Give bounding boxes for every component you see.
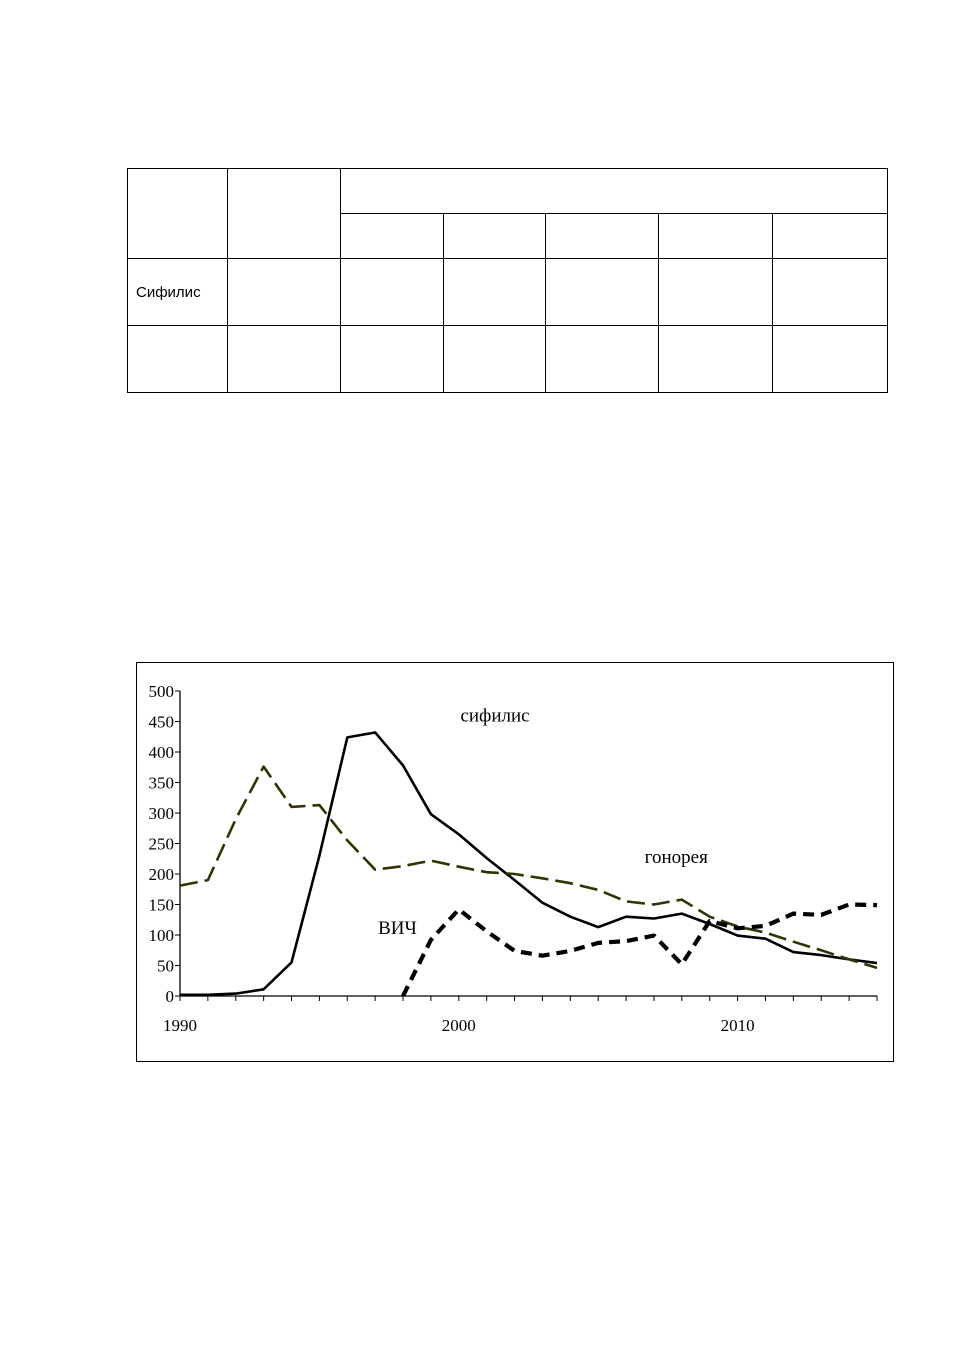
- y-tick-label: 300: [149, 804, 175, 823]
- table-cell: [658, 325, 773, 393]
- y-tick-label: 500: [149, 682, 175, 701]
- table-cell: [340, 258, 444, 326]
- table-cell: [545, 325, 659, 393]
- y-tick-label: 150: [149, 896, 175, 915]
- table-cell: [443, 258, 546, 326]
- header-cell-1: [127, 168, 228, 259]
- table-cell: [545, 258, 659, 326]
- series-line: [401, 902, 878, 997]
- series-annotation: гонорея: [645, 847, 708, 868]
- series-annotation: сифилис: [460, 706, 529, 727]
- table-cell: [771, 258, 889, 326]
- subheader-cell: [545, 213, 659, 259]
- series-annotation: ВИЧ: [378, 918, 417, 939]
- table-cell: [227, 258, 341, 326]
- table-cell: [340, 325, 444, 393]
- header-cell-group: [339, 168, 889, 214]
- y-tick-label: 0: [166, 987, 175, 1006]
- subheader-cell: [771, 213, 889, 259]
- row-label-syphilis: Сифилис: [127, 258, 228, 326]
- subheader-cell: [658, 213, 773, 259]
- data-table: Сифилис: [127, 168, 889, 393]
- y-tick-label: 100: [149, 926, 175, 945]
- series-line: [180, 731, 878, 997]
- chart-frame: 0 50 100 150 200 250 300 350 400 450 500 1990 2000 20…: [136, 662, 894, 1062]
- y-tick-label: 50: [157, 957, 174, 976]
- header-cell-2: [227, 168, 341, 259]
- y-tick-label: 350: [149, 774, 175, 793]
- table-cell: [771, 325, 889, 393]
- subheader-cell: [340, 213, 444, 259]
- y-tick-label: 400: [149, 743, 175, 762]
- table-cell: [127, 325, 228, 393]
- x-tick-label: 1990: [163, 1016, 197, 1035]
- subheader-cell: [443, 213, 546, 259]
- series-line: [179, 765, 878, 970]
- y-tick-label: 250: [149, 835, 175, 854]
- x-tick-label: 2010: [721, 1016, 755, 1035]
- x-tick-label: 2000: [442, 1016, 476, 1035]
- y-tick-label: 450: [149, 713, 175, 732]
- table-cell: [658, 258, 773, 326]
- table-cell: [443, 325, 546, 393]
- table-cell: [227, 325, 341, 393]
- y-tick-label: 200: [149, 865, 175, 884]
- line-chart: 0 50 100 150 200 250 300 350 400 450 500 1990 2000 20…: [149, 682, 878, 1035]
